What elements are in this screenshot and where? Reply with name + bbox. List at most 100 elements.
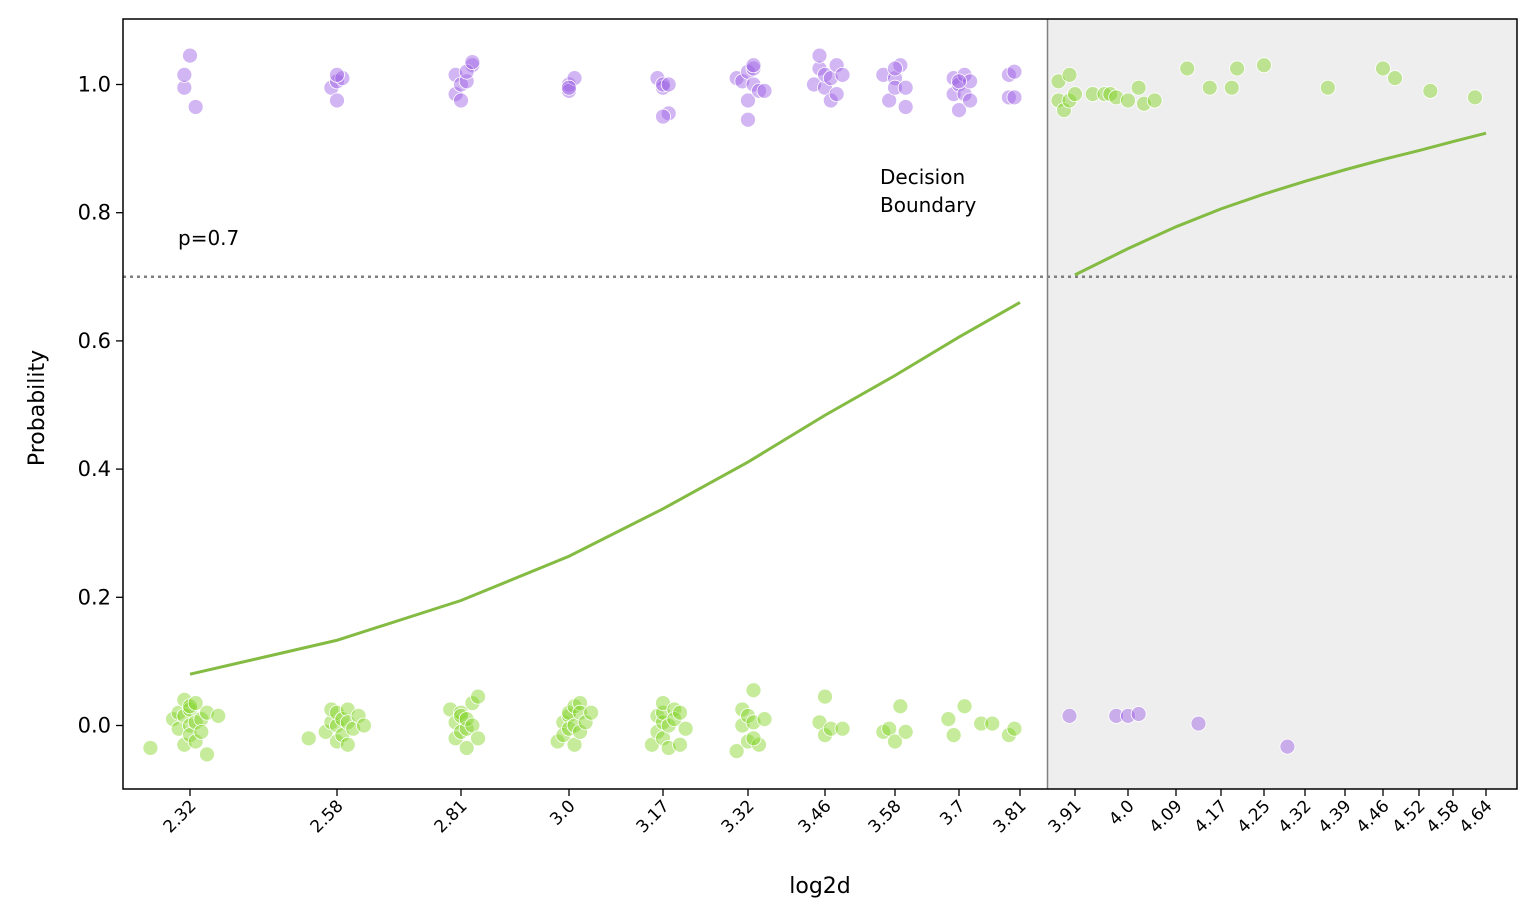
green-point bbox=[572, 724, 588, 740]
purple-point bbox=[811, 47, 828, 64]
green-point bbox=[740, 707, 756, 724]
purple-point bbox=[897, 79, 914, 96]
purple-point bbox=[464, 57, 481, 74]
purple-point bbox=[1108, 707, 1125, 724]
purple-point bbox=[751, 83, 767, 99]
purple-point bbox=[1190, 715, 1207, 732]
green-point bbox=[1061, 66, 1078, 83]
green-point bbox=[1050, 92, 1067, 109]
purple-point bbox=[745, 60, 762, 77]
green-point bbox=[1179, 60, 1196, 77]
green-point bbox=[1201, 79, 1218, 96]
purple-point bbox=[1006, 89, 1023, 106]
purple-point bbox=[822, 92, 839, 109]
green-point bbox=[1067, 86, 1083, 103]
green-point bbox=[834, 720, 851, 737]
green-point bbox=[897, 724, 914, 740]
purple-point bbox=[655, 76, 671, 93]
purple-point bbox=[447, 86, 464, 103]
green-point bbox=[887, 733, 903, 750]
purple-point bbox=[956, 66, 973, 83]
green-point bbox=[756, 711, 773, 727]
green-point bbox=[1108, 89, 1125, 106]
green-point bbox=[1001, 727, 1017, 744]
green-point bbox=[817, 727, 833, 744]
green-point bbox=[677, 720, 694, 737]
purple-point bbox=[182, 47, 198, 64]
purple-point bbox=[329, 92, 345, 109]
green-point bbox=[583, 704, 600, 721]
green-point bbox=[1319, 79, 1336, 96]
x-tick-label: 3.32 bbox=[718, 796, 759, 837]
purple-point bbox=[756, 83, 773, 99]
green-point bbox=[142, 740, 159, 756]
green-point bbox=[660, 717, 677, 734]
y-tick-label: 0.4 bbox=[78, 457, 111, 481]
x-tick-label: 2.32 bbox=[160, 796, 201, 837]
x-tick-label: 4.0 bbox=[1105, 796, 1138, 829]
purple-point bbox=[176, 79, 193, 96]
purple-point bbox=[187, 99, 204, 115]
green-point bbox=[1146, 92, 1163, 109]
purple-point bbox=[453, 92, 469, 109]
plot-frame bbox=[122, 18, 1518, 790]
purple-point bbox=[458, 73, 475, 90]
purple-point bbox=[660, 76, 677, 93]
green-point bbox=[193, 724, 210, 740]
probability-curve bbox=[189, 301, 1021, 676]
purple-point bbox=[828, 57, 845, 74]
y-tick-label: 0.0 bbox=[78, 714, 111, 738]
purple-point bbox=[834, 66, 851, 83]
green-point bbox=[745, 730, 762, 747]
x-tick-label: 4.64 bbox=[1456, 796, 1497, 837]
green-point bbox=[1422, 83, 1439, 99]
y-tick-label: 0.8 bbox=[78, 201, 111, 225]
green-point bbox=[458, 711, 475, 727]
green-point bbox=[549, 733, 566, 750]
green-point bbox=[329, 733, 345, 750]
green-point bbox=[672, 704, 688, 721]
green-point bbox=[1223, 79, 1240, 96]
green-point bbox=[973, 715, 990, 732]
green-point bbox=[339, 736, 356, 753]
green-point bbox=[453, 704, 469, 721]
x-tick-label: 3.17 bbox=[633, 796, 674, 837]
green-point bbox=[470, 688, 486, 705]
x-tick-label: 4.52 bbox=[1389, 796, 1430, 837]
green-point bbox=[1096, 86, 1113, 103]
green-point bbox=[210, 707, 227, 724]
green-point bbox=[892, 698, 909, 715]
purple-point bbox=[962, 92, 978, 109]
green-point bbox=[350, 707, 367, 724]
x-tick-label: 2.81 bbox=[431, 796, 472, 837]
y-tick-label: 0.6 bbox=[78, 329, 111, 353]
purple-point bbox=[561, 76, 577, 93]
x-tick-label: 3.46 bbox=[795, 796, 836, 837]
green-point bbox=[572, 704, 588, 721]
purple-point bbox=[655, 108, 671, 125]
x-tick-label: 2.58 bbox=[307, 796, 348, 837]
green-point bbox=[356, 717, 372, 734]
green-point bbox=[447, 730, 464, 747]
green-point bbox=[1136, 95, 1152, 112]
x-tick-label: 4.58 bbox=[1423, 796, 1464, 837]
y-tick-label: 1.0 bbox=[78, 73, 111, 97]
purple-point bbox=[951, 102, 967, 119]
x-tick-label: 3.0 bbox=[546, 796, 579, 829]
green-point bbox=[464, 695, 481, 711]
x-tick-label: 3.7 bbox=[936, 796, 969, 829]
purple-point bbox=[561, 79, 577, 96]
green-point bbox=[1130, 79, 1147, 96]
green-point bbox=[577, 714, 594, 731]
y-tick-label: 0.2 bbox=[78, 585, 111, 609]
purple-point bbox=[897, 99, 914, 115]
x-axis-ticks: 2.32 2.58 2.81 3.0 3.17 3.32 3.46 3.58 3.7 3.81 3.… bbox=[160, 789, 1497, 837]
green-point bbox=[187, 733, 204, 750]
x-tick-label: 4.32 bbox=[1275, 796, 1316, 837]
green-point bbox=[1061, 92, 1078, 109]
scatter-points bbox=[142, 47, 1483, 763]
x-tick-label: 4.39 bbox=[1315, 796, 1356, 837]
green-point bbox=[199, 746, 215, 763]
purple-point bbox=[887, 60, 903, 77]
